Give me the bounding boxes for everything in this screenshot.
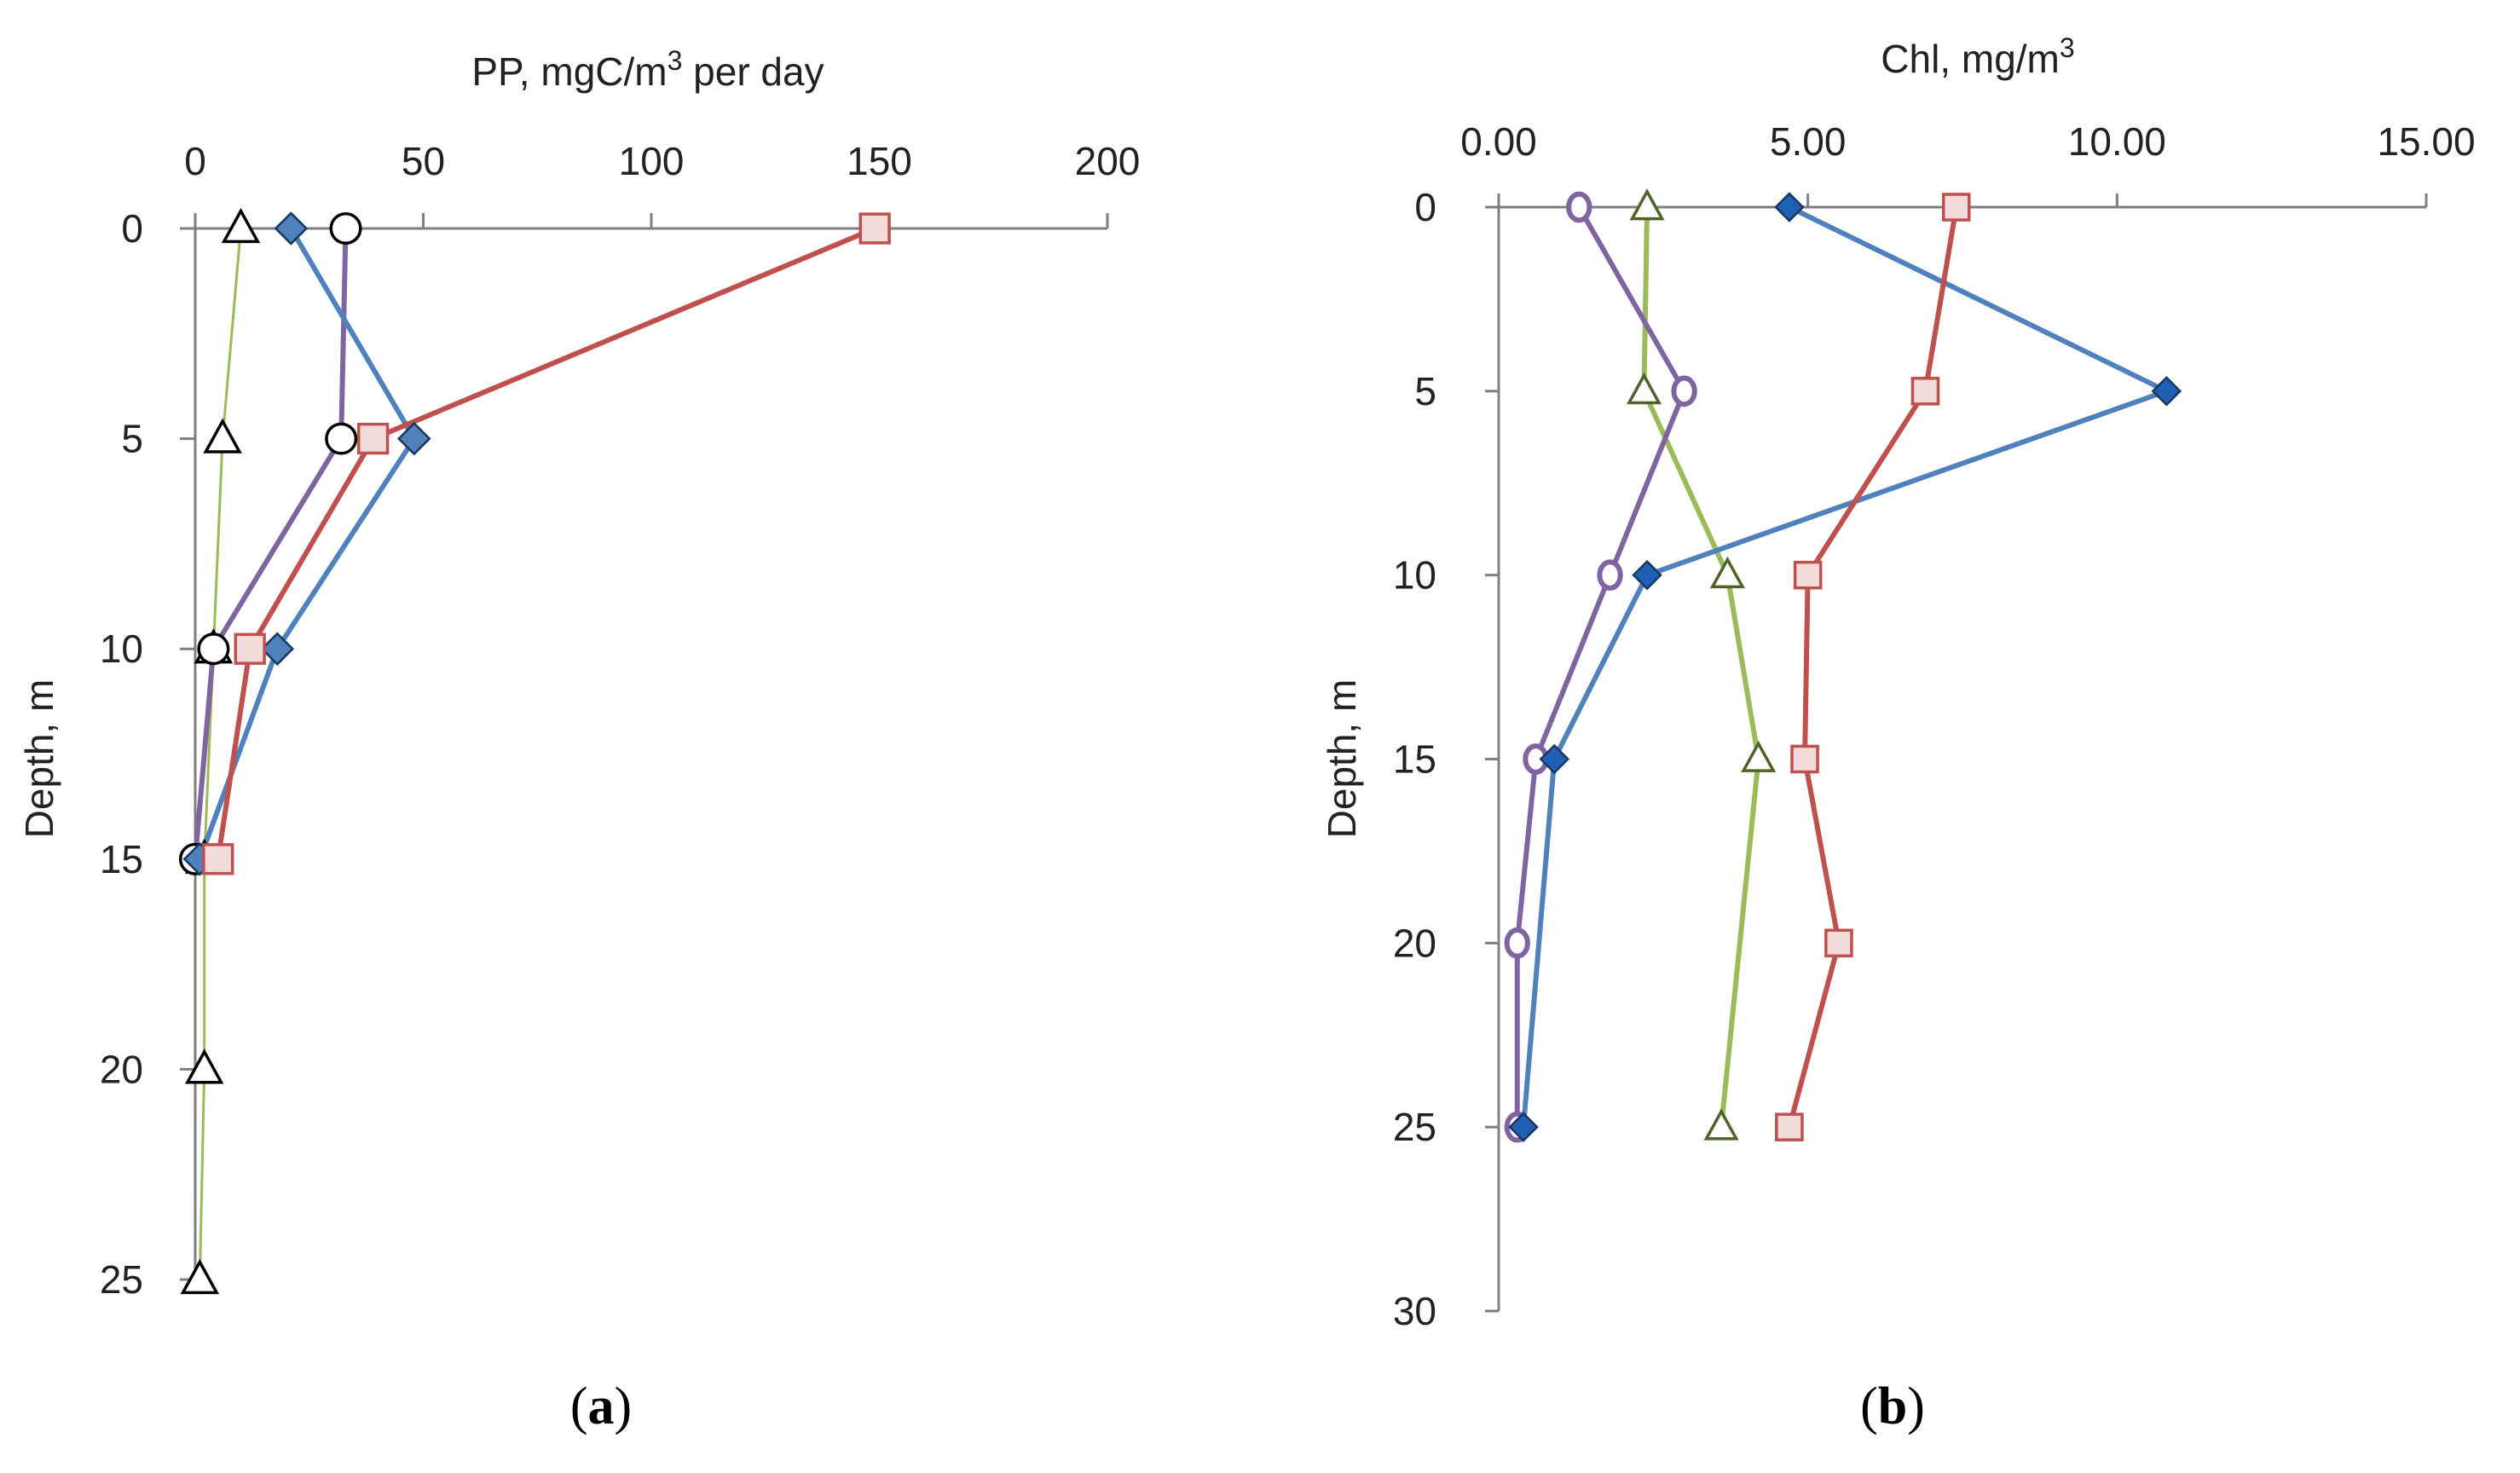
y-tick-label: 15 [100,837,143,881]
data-point-series-4 [1790,744,1819,774]
x-axis-title: PP, mgC/m3 per day [471,45,824,94]
x-tick-label: 200 [1075,139,1141,183]
series-line-4 [215,226,878,862]
y-tick-label: 10 [1393,553,1436,598]
data-point-series-4 [858,212,891,245]
panel-label: (b) [1860,1378,1925,1435]
y-tick-label: 25 [100,1257,143,1302]
data-point-series-2 [1504,927,1530,959]
data-point-series-1 [1626,372,1662,405]
series-line-4 [1786,205,1959,1130]
y-axis-title: Depth, m [1320,679,1364,839]
y-tick-label: 20 [1393,921,1436,965]
y-tick-label: 5 [1414,369,1436,413]
series-line-2 [1514,205,1687,1130]
data-point-series-1 [203,418,242,453]
x-axis-title: Chl, mg/m3 [1881,32,2074,81]
data-point-series-4 [1910,377,1940,406]
data-point-series-1 [1741,740,1777,772]
data-point-series-1 [1703,1108,1739,1141]
series-line-3 [197,226,417,862]
y-tick-label: 5 [121,417,143,461]
series-line-2 [193,226,349,862]
data-point-series-4 [202,843,234,875]
y-tick-label: 10 [100,627,143,671]
data-point-series-2 [1597,559,1623,592]
data-point-series-4 [1775,1112,1804,1141]
data-point-series-3 [1539,743,1570,775]
data-point-series-1 [1709,556,1745,589]
x-tick-label: 5.00 [1770,119,1847,164]
chart-panel-b: 0.00 5.00 10.00 15.00 0 5 10 15 20 25 30 Chl, mg/m3… [1320,32,2476,1435]
y-tick-label: 30 [1393,1289,1436,1333]
series-line-1 [1641,205,1761,1130]
x-tick-label: 50 [402,139,445,183]
data-point-series-2 [329,211,362,246]
data-point-series-2 [1671,375,1697,407]
data-point-series-2 [325,422,358,455]
data-point-series-3 [1508,1112,1539,1142]
data-point-series-1 [221,207,261,244]
data-point-series-3 [397,421,431,456]
panel-label: (a) [570,1378,632,1435]
data-point-series-2 [1566,191,1592,223]
series-line-3 [1521,205,2170,1130]
y-tick-label: 0 [1414,185,1436,229]
y-axis-title: Depth, m [17,679,61,839]
y-tick-label: 20 [100,1047,143,1091]
x-tick-label: 100 [619,139,685,183]
x-tick-label: 0 [184,139,206,183]
data-point-series-2 [197,633,230,666]
data-point-series-3 [1632,559,1662,591]
chart-panel-a: 0 50 100 150 200 0 5 10 15 20 25 PP, mgC/m3 per day… [17,45,1140,1435]
data-point-series-1 [1629,188,1665,221]
x-tick-label: 15.00 [2377,119,2475,164]
data-point-series-4 [356,422,390,455]
x-tick-label: 150 [847,139,912,183]
data-point-series-1 [184,1048,224,1084]
data-point-series-4 [1793,560,1823,590]
x-tick-label: 10.00 [2068,119,2166,164]
data-point-series-1 [180,1258,220,1295]
y-tick-label: 0 [121,206,143,251]
x-tick-label: 0.00 [1460,119,1537,164]
data-point-series-3 [2151,376,2182,407]
data-point-series-3 [260,632,295,666]
y-tick-label: 15 [1393,737,1436,782]
data-point-series-3 [274,211,309,246]
series-line-1 [198,227,242,1281]
y-tick-label: 25 [1393,1105,1436,1149]
data-point-series-4 [1941,193,1971,222]
data-point-series-4 [1824,928,1853,958]
data-point-series-3 [1774,192,1805,222]
data-point-series-4 [234,633,266,665]
